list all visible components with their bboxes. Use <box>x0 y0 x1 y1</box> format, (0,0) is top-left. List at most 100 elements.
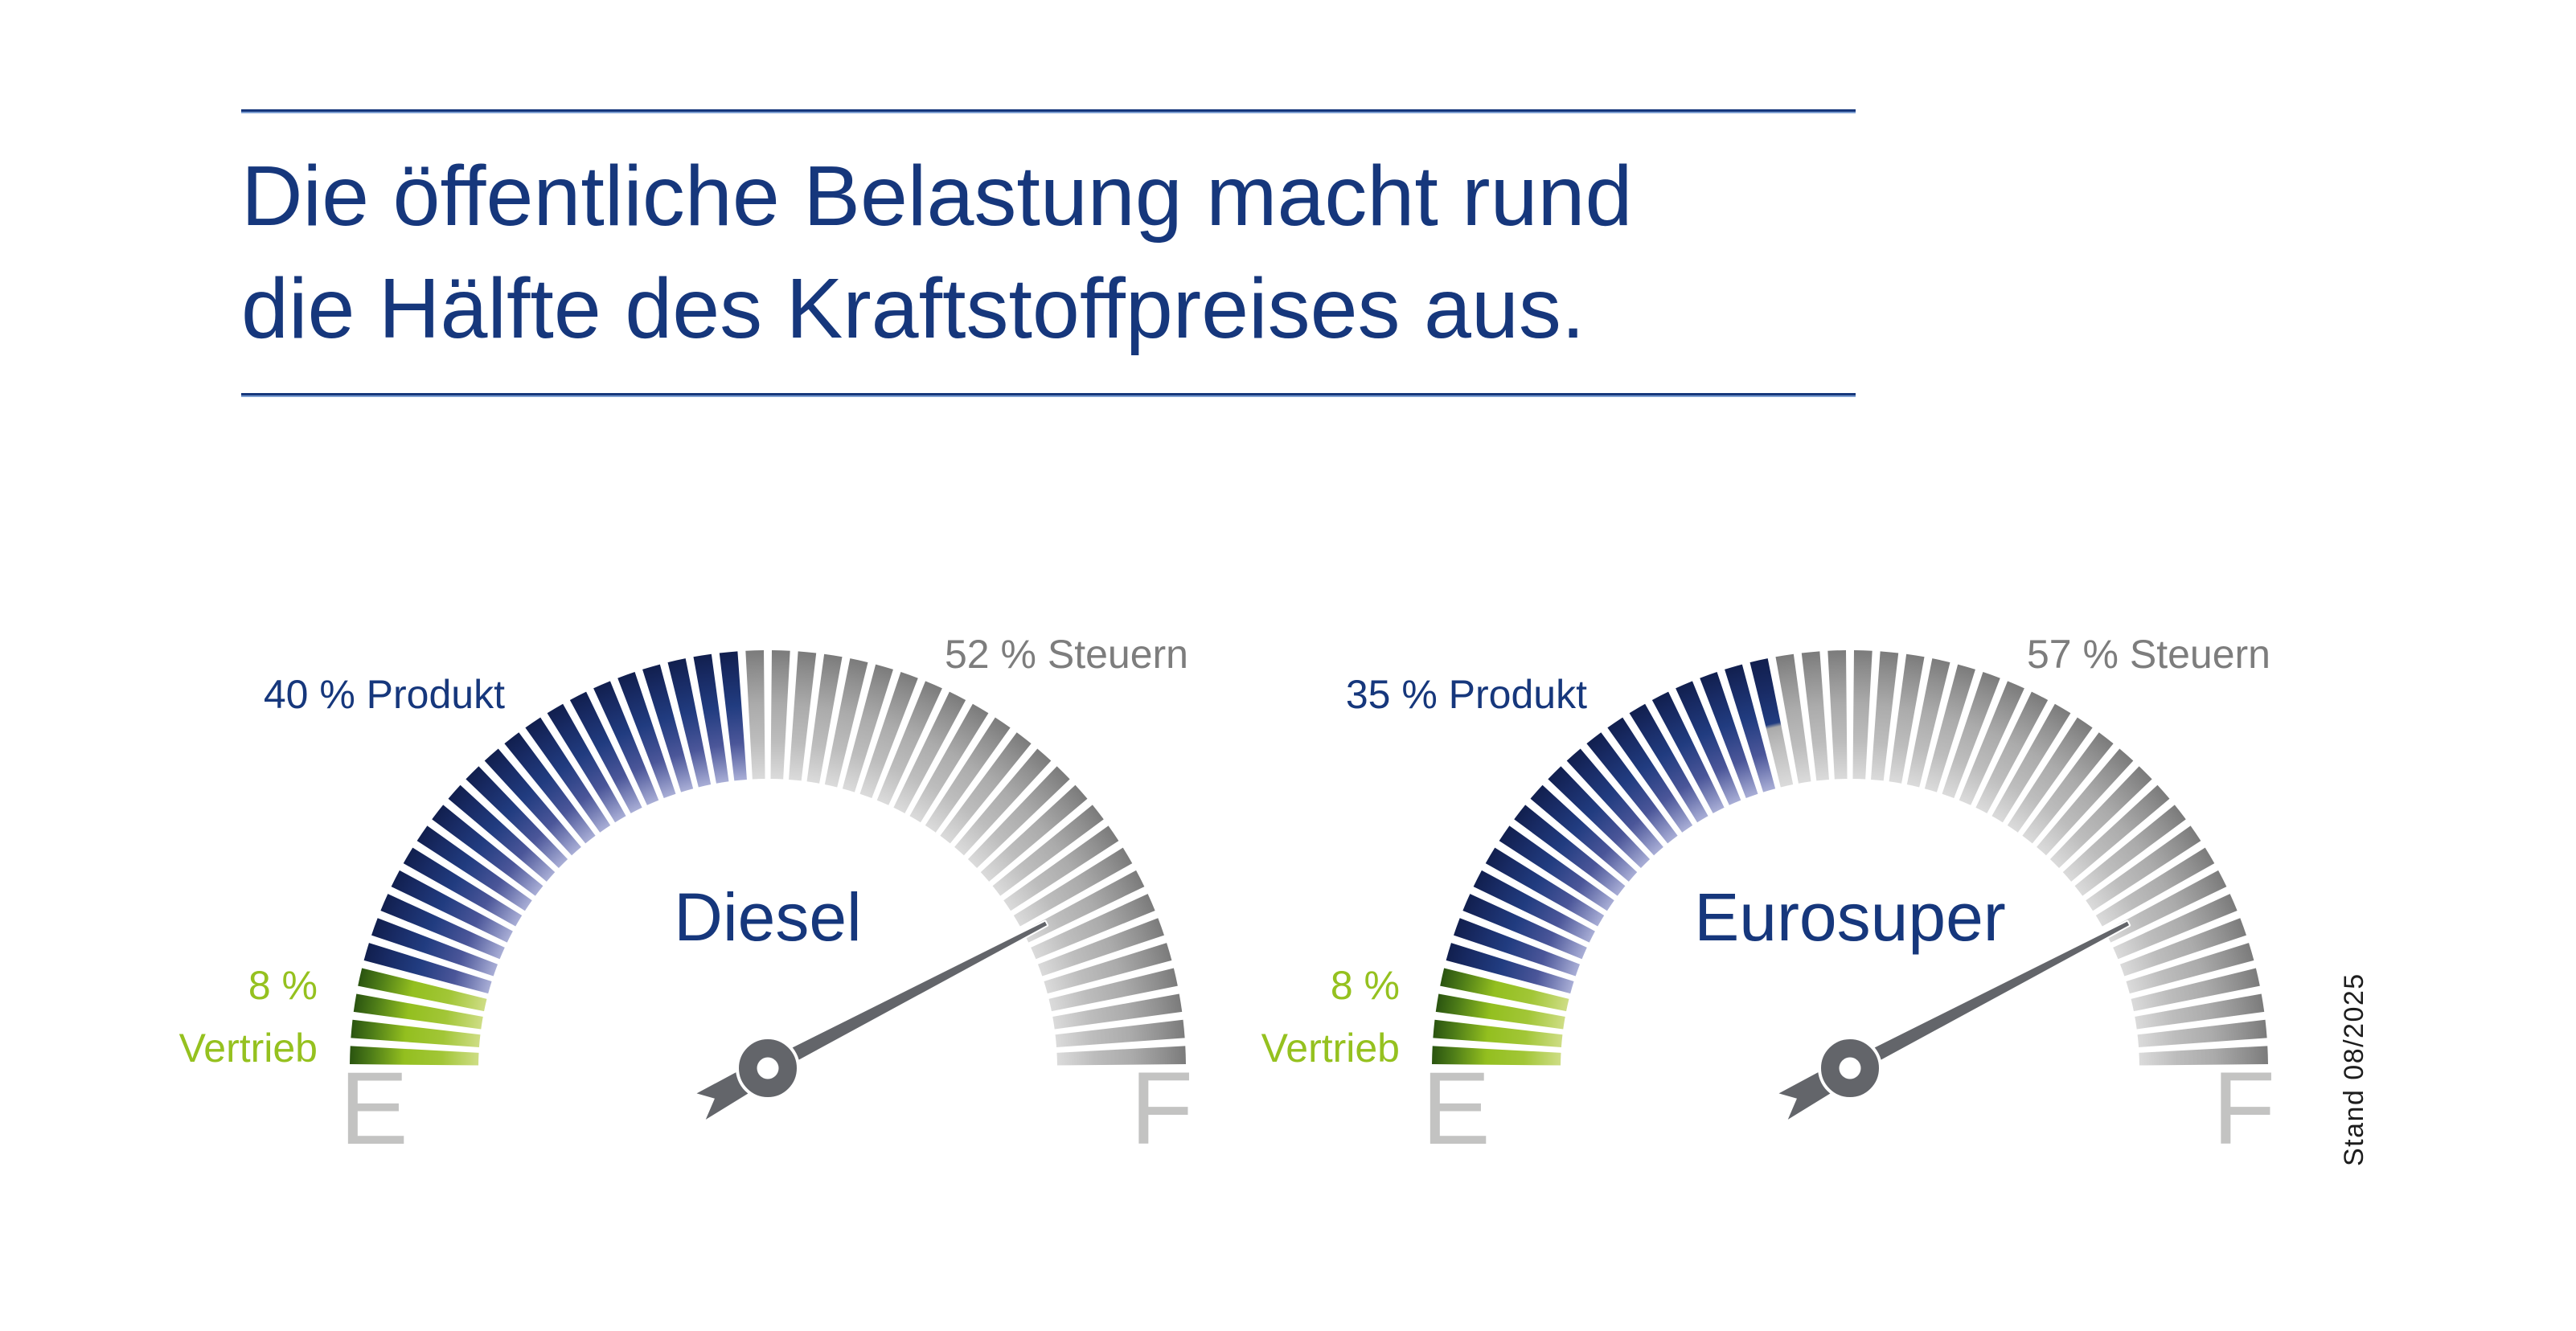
title-top-rule <box>241 109 1856 113</box>
gauge-tick <box>1676 681 1741 805</box>
gauge-tick <box>2137 1019 2267 1047</box>
gauge-tick <box>893 691 966 813</box>
gauge-tick <box>1991 703 2071 823</box>
gauge-tick <box>432 805 544 896</box>
gauge-tick <box>1435 993 1565 1030</box>
gauge-tick <box>2049 766 2152 869</box>
gauge-tick <box>1942 672 2000 799</box>
gauge-tick <box>954 748 1052 856</box>
gauge-tick <box>380 894 505 960</box>
gauge-ticks <box>1432 650 2268 1066</box>
gauge-tick <box>1055 1019 1185 1047</box>
gauge-tick <box>1749 658 1794 788</box>
gauge-tick <box>371 918 498 977</box>
gauge-tick <box>1514 805 1626 896</box>
gauge-tick <box>1700 672 1758 799</box>
gauge-tick <box>1827 650 1848 780</box>
gauge-tick <box>876 681 942 805</box>
gauge-tick <box>992 805 1104 896</box>
gauge-tick <box>1959 681 2024 805</box>
gauge-tick <box>925 717 1011 833</box>
gauge-tick <box>351 1019 481 1047</box>
gauge-tick <box>1871 651 1899 781</box>
gauge-tick <box>448 784 556 882</box>
gauge-tick <box>1651 691 1725 813</box>
diesel-produkt-label: 40 % Produkt <box>263 672 505 717</box>
gauge-tick <box>1629 703 1708 823</box>
gauge-tick <box>1023 870 1145 943</box>
eurosuper-vertrieb-name-label: Vertrieb <box>1261 1026 1400 1071</box>
gauge-tick <box>693 653 729 784</box>
gauge-tick <box>1975 691 2049 813</box>
gauge-tick <box>1530 784 1638 882</box>
gauge-tick <box>2007 717 2093 833</box>
eurosuper-full-label: F <box>2212 1051 2276 1166</box>
gauge-tick <box>2126 943 2254 994</box>
gauge-tick <box>980 784 1088 882</box>
gauge-needle <box>1777 919 2131 1121</box>
title-bottom-rule <box>241 393 1856 397</box>
gauge-tick <box>1433 1019 1563 1047</box>
needle-hub-hole <box>757 1057 779 1079</box>
gauge-tick <box>2113 894 2238 960</box>
gauge-tick <box>1013 847 1133 927</box>
gauge-tick <box>842 664 893 792</box>
gauge-tick <box>1548 766 1651 869</box>
gauge-tick <box>789 651 817 781</box>
page-title: Die öffentliche Belastung macht rund die… <box>241 140 1632 365</box>
gauge-tick <box>1906 658 1950 788</box>
page-title-line-2: die Hälfte des Kraftstoffpreises aus. <box>241 261 1585 356</box>
gauge-tick <box>667 658 712 788</box>
diesel-vertrieb-name-label: Vertrieb <box>178 1026 318 1071</box>
gauge-tick <box>1440 968 1569 1012</box>
gauge-tick <box>719 651 747 781</box>
gauge-tick <box>1056 1046 1186 1066</box>
gauge-tick <box>2131 968 2260 1012</box>
page-title-line-1: Die öffentliche Belastung macht rund <box>241 149 1633 244</box>
gauge-tick <box>1725 664 1776 792</box>
gauge-tick <box>2074 805 2186 896</box>
gauge-tick <box>1044 943 1172 994</box>
gauge-tick <box>391 870 513 943</box>
gauge-tick <box>2062 784 2170 882</box>
gauge-tick <box>2022 732 2114 844</box>
gauge-tick <box>940 732 1032 844</box>
gauge-tick <box>2086 825 2201 911</box>
diesel-full-label: F <box>1130 1051 1194 1166</box>
gauge-tick <box>2139 1046 2268 1066</box>
eurosuper-gauge-title: Eurosuper <box>1694 879 2006 955</box>
gauge-tick <box>403 847 523 927</box>
gauge-tick <box>466 766 568 869</box>
eurosuper-vertrieb-value-label: 8 % <box>1330 963 1400 1008</box>
gauge-tick <box>967 766 1070 869</box>
gauge-tick <box>525 717 611 833</box>
gauge-diesel-chart <box>350 650 1186 1121</box>
gauge-tick <box>859 672 918 799</box>
needle-hub-hole <box>1839 1057 1861 1079</box>
gauge-tick <box>2037 748 2134 856</box>
diesel-steuern-label: 52 % Steuern <box>945 632 1188 677</box>
gauge-tick <box>350 1046 479 1066</box>
gauge-tick <box>2119 918 2246 977</box>
gauge-tick <box>363 943 492 994</box>
gauge-tick <box>1566 748 1663 856</box>
eurosuper-produkt-label: 35 % Produkt <box>1345 672 1587 717</box>
gauge-tick <box>484 748 581 856</box>
gauge-tick <box>1003 825 1119 911</box>
gauge-ticks <box>350 650 1186 1066</box>
diesel-gauge-title: Diesel <box>674 879 862 955</box>
gauge-tick <box>1775 653 1811 784</box>
gauge-tick <box>1037 918 1164 977</box>
gauge-tick <box>569 691 642 813</box>
gauge-eurosuper-chart <box>1432 650 2268 1121</box>
gauge-tick <box>1499 825 1614 911</box>
gauge-tick <box>1462 894 1587 960</box>
gauge-tick <box>1852 650 1873 780</box>
gauge-tick <box>1432 1046 1561 1066</box>
diesel-empty-label: E <box>339 1051 408 1166</box>
eurosuper-empty-label: E <box>1421 1051 1491 1166</box>
gauge-tick <box>617 672 676 799</box>
gauge-tick <box>504 732 596 844</box>
gauge-tick <box>1801 651 1829 781</box>
